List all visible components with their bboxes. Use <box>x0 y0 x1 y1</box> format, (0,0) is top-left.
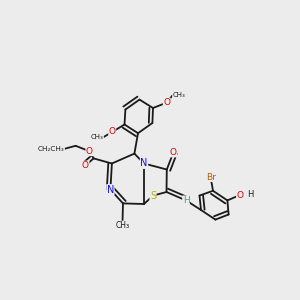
Text: CH₂CH₃: CH₂CH₃ <box>38 146 64 152</box>
Text: CH₃: CH₃ <box>91 134 103 140</box>
Text: CH₃: CH₃ <box>115 221 130 230</box>
Text: H: H <box>183 196 189 205</box>
Text: O: O <box>82 161 89 170</box>
Text: O: O <box>236 190 244 200</box>
Text: O: O <box>86 147 93 156</box>
Text: O: O <box>109 128 116 136</box>
Text: O: O <box>163 98 170 107</box>
Text: Br: Br <box>206 172 215 182</box>
Text: N: N <box>107 184 114 195</box>
Text: N: N <box>140 158 148 169</box>
Text: H: H <box>247 190 254 199</box>
Text: CH₃: CH₃ <box>172 92 185 98</box>
Text: O: O <box>170 148 177 157</box>
Text: S: S <box>150 190 156 201</box>
